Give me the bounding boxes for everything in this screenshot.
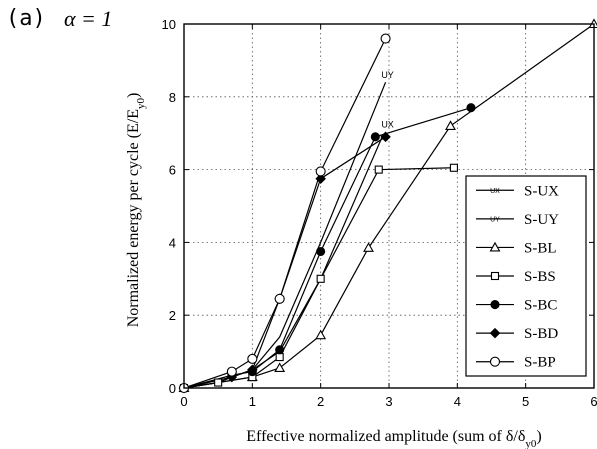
x-axis-title-sub: y0: [525, 438, 537, 449]
legend-item-s-bl: S-BL: [476, 240, 557, 256]
point-s-bd: [380, 131, 391, 143]
point-s-bs: [214, 378, 223, 387]
legend-item-s-uy: UY S-UY: [476, 212, 559, 228]
x-tick-label: 1: [249, 394, 256, 409]
y-axis-title: Normalized energy per cycle (E/Ey0): [125, 93, 147, 328]
legend-item-s-bp: S-BP: [476, 355, 556, 371]
legend-item-s-bs: S-BS: [476, 269, 556, 285]
series-line-s-bd: [183, 136, 386, 389]
point-s-bs: [374, 165, 383, 174]
series-line-s-bc: [183, 107, 472, 389]
legend-label: S-UX: [524, 183, 559, 199]
point-s-bs: [449, 163, 458, 172]
legend-item-s-bc: S-BC: [476, 298, 557, 314]
svg-text:UY: UY: [490, 216, 500, 223]
y-axis-title-sub: y0: [135, 98, 147, 110]
point-s-bc: [275, 345, 285, 355]
point-labels: UY UX: [381, 70, 394, 129]
axis-ticks: 0 1 2 3 4 5 6 0 2 4 6 8 10: [162, 17, 597, 409]
grid-lines: [184, 24, 594, 388]
y-tick-label: 8: [169, 90, 176, 105]
y-axis-title-end: ): [125, 93, 142, 98]
y-tick-label: 4: [169, 235, 176, 250]
legend-marker: [489, 241, 501, 252]
x-tick-label: 3: [385, 394, 392, 409]
legend-marker: [489, 327, 501, 339]
y-axis-title-main: Normalized energy per cycle (E/E: [125, 109, 142, 327]
legend-label: S-BL: [524, 240, 557, 256]
legend-marker: UY: [490, 216, 500, 223]
point-s-bc: [466, 103, 476, 113]
x-axis-title-end: ): [536, 428, 541, 445]
x-tick-label: 4: [454, 394, 461, 409]
point-s-bc: [316, 246, 326, 257]
legend: UX S-UX UY S-UY S-BL S-BS S-BC S-BD S-BP: [465, 175, 587, 377]
legend-item-s-ux: UX S-UX: [476, 183, 559, 199]
point-label-uy: UY: [381, 70, 394, 80]
y-tick-label: 6: [169, 163, 176, 178]
x-tick-label: 2: [317, 394, 324, 409]
legend-label: S-BP: [524, 355, 556, 371]
point-label-ux: UX: [381, 119, 394, 129]
legend-marker: [489, 356, 501, 367]
x-tick-label: 0: [180, 394, 187, 409]
x-axis-title-main: Effective normalized amplitude (sum of δ…: [246, 428, 525, 445]
point-s-bl: [315, 329, 327, 340]
legend-label: S-BS: [524, 269, 556, 285]
point-s-bd: [315, 173, 326, 184]
point-s-bp: [380, 33, 391, 44]
panel-label: (a): [6, 6, 46, 31]
legend-label: S-BC: [524, 298, 557, 314]
point-s-bp: [274, 293, 285, 304]
series-lines: [178, 18, 597, 394]
x-axis-title: Effective normalized amplitude (sum of δ…: [246, 428, 541, 449]
y-tick-label: 2: [169, 308, 176, 323]
legend-marker: UX: [490, 188, 500, 195]
series-line-s-bp: [183, 38, 387, 389]
legend-item-s-bd: S-BD: [476, 326, 558, 342]
point-s-bp: [315, 166, 326, 177]
y-tick-label: 0: [169, 381, 176, 396]
point-s-bp: [247, 353, 258, 364]
legend-marker: [490, 271, 500, 281]
point-s-bc: [370, 132, 380, 142]
point-s-bl: [445, 120, 456, 130]
alpha-label: α = 1: [64, 6, 113, 31]
svg-text:UX: UX: [490, 188, 500, 195]
point-s-bs: [316, 274, 325, 283]
x-tick-label: 6: [590, 394, 597, 409]
point-s-bd: [247, 364, 258, 376]
x-tick-label: 5: [522, 394, 529, 409]
point-s-bs: [275, 353, 284, 362]
point-s-bl: [363, 242, 374, 252]
point-s-bl: [274, 362, 286, 373]
legend-label: S-BD: [524, 326, 558, 342]
legend-marker: [490, 300, 500, 310]
point-s-bp: [226, 366, 237, 377]
legend-label: S-UY: [524, 212, 559, 228]
y-tick-label: 10: [162, 17, 176, 32]
